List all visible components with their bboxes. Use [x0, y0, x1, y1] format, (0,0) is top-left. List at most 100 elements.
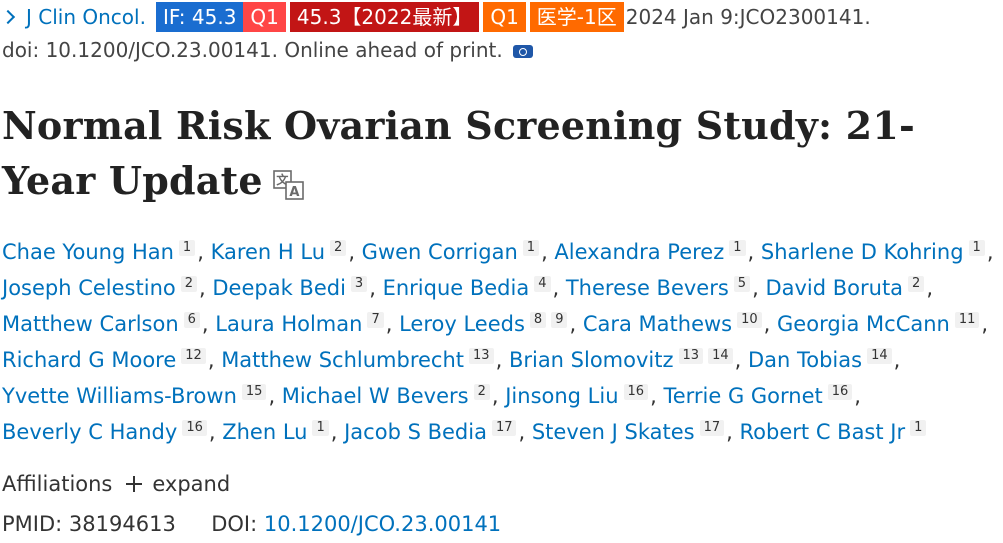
affiliation-ref[interactable]: 7 — [367, 312, 384, 328]
impact-factor-badge: IF: 45.3 — [155, 2, 244, 32]
author-separator: , — [726, 420, 740, 444]
doi-label: DOI: — [211, 512, 258, 536]
affiliation-ref[interactable]: 14 — [867, 348, 892, 364]
affiliation-ref[interactable]: 10 — [737, 312, 762, 328]
author-separator: , — [552, 276, 566, 300]
affiliation-ref[interactable]: 15 — [241, 384, 267, 400]
affiliation-ref[interactable]: 1 — [968, 240, 985, 256]
author-link[interactable]: Alexandra Perez — [554, 240, 725, 264]
author-link[interactable]: David Boruta — [765, 276, 904, 300]
author-row: Beverly C Handy 16, Zhen Lu 1, Jacob S Bed… — [2, 414, 1002, 450]
affiliations-label: Affiliations — [2, 472, 113, 496]
author-link[interactable]: Matthew Carlson — [2, 312, 179, 336]
affiliation-ref[interactable]: 1 — [178, 240, 196, 256]
author-link[interactable]: Jinsong Liu — [505, 384, 619, 408]
author-separator: , — [348, 240, 362, 264]
translate-icon[interactable]: 文 A — [272, 169, 305, 201]
doi-line: doi: 10.1200/JCO.23.00141. Online ahead … — [2, 38, 533, 62]
author-link[interactable]: Robert C Bast Jr — [739, 420, 906, 444]
svg-text:A: A — [289, 185, 299, 200]
affiliation-ref[interactable]: 14 — [708, 348, 733, 364]
author-separator: , — [926, 276, 934, 300]
author-link[interactable]: Sharlene D Kohring — [760, 240, 964, 264]
affiliation-ref[interactable]: 2 — [473, 384, 490, 400]
affiliation-ref[interactable]: 2 — [180, 276, 198, 292]
affiliation-ref[interactable]: 2 — [908, 276, 925, 292]
author-link[interactable]: Chae Young Han — [2, 240, 174, 264]
author-separator: , — [201, 312, 216, 336]
author-link[interactable]: Georgia McCann — [777, 312, 950, 336]
affiliation-ref[interactable]: 8 — [529, 312, 547, 328]
affiliation-ref[interactable]: 16 — [182, 420, 207, 436]
camera-icon[interactable] — [512, 42, 533, 58]
author-link[interactable]: Dan Tobias — [747, 348, 863, 372]
author-link[interactable]: Richard G Moore — [2, 348, 177, 372]
expand-affiliations-button[interactable]: expand — [152, 472, 231, 496]
author-separator: , — [893, 348, 901, 372]
affiliation-ref[interactable]: 1 — [729, 240, 746, 256]
affiliation-ref[interactable]: 1 — [312, 420, 329, 436]
author-link[interactable]: Karen H Lu — [210, 240, 326, 264]
author-link[interactable]: Matthew Schlumbrecht — [221, 348, 465, 372]
plus-icon[interactable] — [126, 476, 143, 492]
affiliation-ref[interactable]: 1 — [522, 240, 540, 256]
author-link[interactable]: Laura Holman — [215, 312, 363, 336]
author-link[interactable]: Yvette Williams-Brown — [2, 384, 237, 408]
author-link[interactable]: Steven J Skates — [531, 420, 695, 444]
author-separator: , — [734, 348, 748, 372]
author-separator: , — [854, 384, 861, 408]
affiliation-ref[interactable]: 1 — [910, 420, 927, 436]
author-separator: , — [541, 240, 555, 264]
category-badge: 医学-1区 — [529, 2, 624, 32]
author-link[interactable]: Therese Bevers — [565, 276, 729, 300]
affiliation-ref[interactable]: 6 — [183, 312, 200, 328]
author-row: Chae Young Han 1, Karen H Lu 2, Gwen Corri… — [2, 234, 1002, 270]
affiliation-ref[interactable]: 13 — [469, 348, 494, 364]
author-link[interactable]: Michael W Bevers — [281, 384, 469, 408]
author-link[interactable]: Brian Slomovitz — [508, 348, 674, 372]
author-link[interactable]: Beverly C Handy — [2, 420, 178, 444]
author-separator: , — [208, 420, 223, 444]
journal-name-link[interactable]: J Clin Oncol. — [26, 5, 146, 29]
author-link[interactable]: Gwen Corrigan — [361, 240, 518, 264]
impact-factor-year-badge: 45.3【2022最新】 — [289, 2, 480, 32]
author-link[interactable]: Cara Mathews — [582, 312, 733, 336]
affiliation-ref[interactable]: 17 — [699, 420, 725, 436]
affiliation-ref[interactable]: 17 — [491, 420, 517, 436]
affiliation-ref[interactable]: 3 — [350, 276, 368, 292]
author-link[interactable]: Joseph Celestino — [2, 276, 176, 300]
author-link[interactable]: Terrie G Gornet — [663, 384, 823, 408]
author-separator: , — [981, 312, 989, 336]
pmid-value: 38194613 — [68, 512, 176, 536]
author-separator: , — [385, 312, 400, 336]
author-separator: , — [369, 276, 383, 300]
author-separator: , — [491, 384, 506, 408]
author-link[interactable]: Leroy Leeds — [399, 312, 525, 336]
author-separator: , — [650, 384, 664, 408]
author-link[interactable]: Deepak Bedi — [212, 276, 346, 300]
affiliation-ref[interactable]: 2 — [330, 240, 347, 256]
author-separator: , — [752, 276, 766, 300]
author-link[interactable]: Jacob S Bedia — [344, 420, 487, 444]
author-separator: , — [330, 420, 345, 444]
chevron-right-icon[interactable] — [0, 2, 22, 32]
quartile-badge-2: Q1 — [483, 2, 526, 32]
affiliation-ref[interactable]: 16 — [827, 384, 853, 400]
journal-line: J Clin Oncol. IF: 45.3 Q1 45.3【2022最新】 Q… — [0, 2, 871, 32]
author-separator: , — [199, 276, 213, 300]
affiliation-ref[interactable]: 11 — [954, 312, 980, 328]
affiliation-ref[interactable]: 13 — [678, 348, 704, 364]
author-link[interactable]: Zhen Lu — [222, 420, 308, 444]
author-separator: , — [763, 312, 778, 336]
affiliation-ref[interactable]: 9 — [551, 312, 568, 328]
author-separator: , — [268, 384, 282, 408]
affiliation-ref[interactable]: 5 — [733, 276, 751, 292]
affiliation-ref[interactable]: 4 — [534, 276, 551, 292]
affiliation-ref[interactable]: 12 — [181, 348, 206, 364]
author-row: Matthew Carlson 6, Laura Holman 7, Leroy L… — [2, 306, 1002, 342]
affiliation-ref[interactable]: 16 — [623, 384, 649, 400]
author-link[interactable]: Enrique Bedia — [382, 276, 530, 300]
author-separator: , — [986, 240, 994, 264]
author-separator: , — [495, 348, 509, 372]
doi-link[interactable]: 10.1200/JCO.23.00141 — [263, 512, 502, 536]
